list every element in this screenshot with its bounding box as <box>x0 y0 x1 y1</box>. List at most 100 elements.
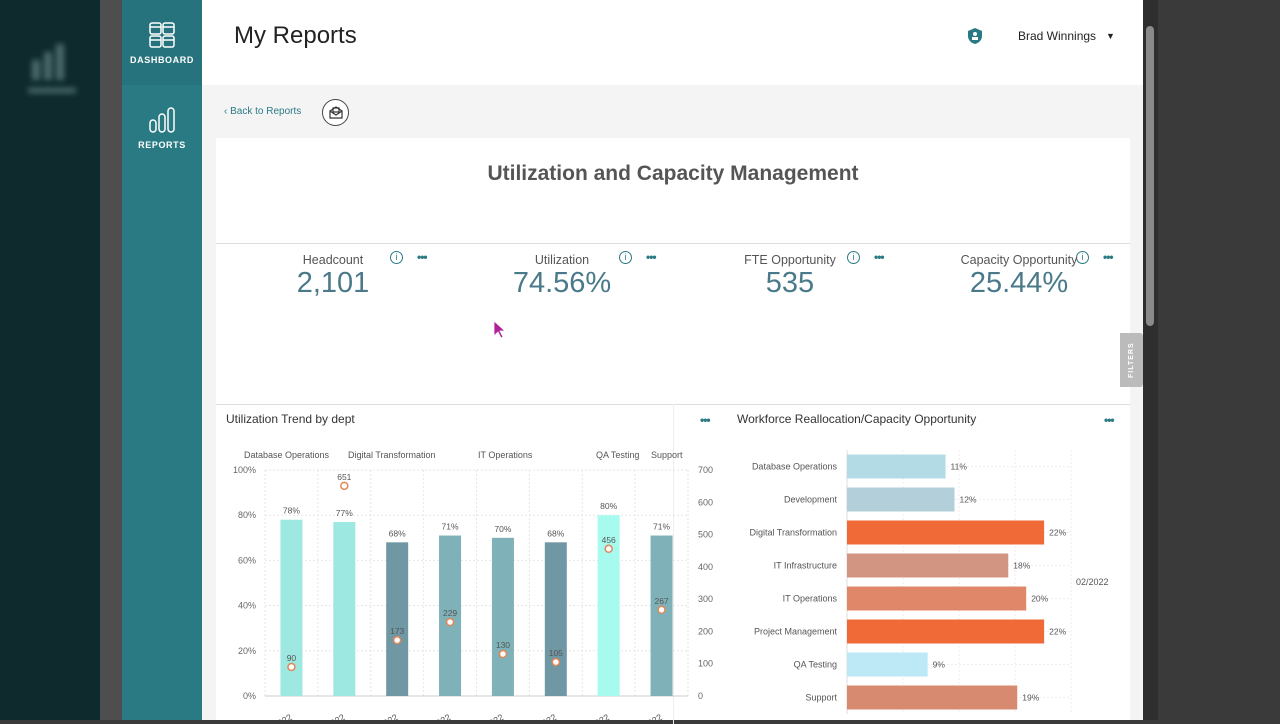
kpi-actions: i ••• <box>847 250 885 264</box>
data-point <box>657 605 666 615</box>
data-point <box>498 649 508 659</box>
bar-label: 71% <box>442 522 459 532</box>
more-icon[interactable]: ••• <box>417 250 428 264</box>
sidebar-item-dashboard[interactable]: DASHBOARD <box>122 0 202 85</box>
x-tick-label: 02/2022 <box>261 712 294 720</box>
y2-tick-label: 400 <box>698 562 713 572</box>
y2-tick-label: 700 <box>698 465 713 475</box>
x-tick-label: 02/2022 <box>366 712 399 720</box>
y2-tick-label: 0 <box>698 691 703 701</box>
reallocation-chart: Database Operations 11% Development 12% Digi… <box>749 450 1109 714</box>
kpi-fte-opportunity: FTE Opportunity 535 <box>676 253 904 300</box>
user-menu[interactable]: Brad Winnings ▼ <box>1018 29 1115 43</box>
bar <box>544 542 567 696</box>
scrollbar-thumb[interactable] <box>1146 26 1154 326</box>
info-icon[interactable]: i <box>390 250 403 264</box>
mouse-cursor-icon <box>494 321 506 339</box>
bar-label: 22% <box>1049 627 1066 637</box>
series-label: 02/2022 <box>1076 577 1109 587</box>
kpi-headcount: Headcount 2,101 <box>219 253 447 300</box>
kpi-label: FTE Opportunity <box>744 253 836 267</box>
data-point <box>604 544 613 554</box>
bar-label: 68% <box>547 528 564 538</box>
x-tick-label: 02/2022 <box>578 712 611 720</box>
kpi-utilization: Utilization 74.56% <box>448 253 676 300</box>
kpi-actions: i ••• <box>390 250 428 264</box>
bar-label: 19% <box>1022 693 1039 703</box>
kpi-value: 74.56% <box>512 267 612 299</box>
more-icon[interactable]: ••• <box>874 250 885 264</box>
email-report-button[interactable] <box>322 99 349 126</box>
y2-tick-label: 600 <box>698 497 713 507</box>
bar <box>333 521 356 696</box>
more-icon[interactable]: ••• <box>700 413 711 427</box>
x-tick-label: 02/2022 <box>472 712 505 720</box>
y-tick-label: 60% <box>238 555 256 565</box>
point-label: 105 <box>549 648 563 658</box>
kpi-label: Utilization <box>534 253 590 267</box>
category-label: QA Testing <box>794 660 837 670</box>
bar-label: 70% <box>494 524 511 534</box>
category-label: Development <box>784 495 838 505</box>
window-border <box>100 0 122 720</box>
x-tick-label: 02/2022 <box>631 712 664 720</box>
report-card: Utilization and Capacity Management i •••… <box>216 138 1133 724</box>
bar-label: 18% <box>1013 561 1030 571</box>
page-title: My Reports <box>234 22 357 49</box>
dashboard-icon <box>149 21 175 48</box>
group-label: Support <box>651 450 683 460</box>
header: My Reports Brad Winnings ▼ <box>202 0 1143 85</box>
bar-label: 80% <box>600 501 617 511</box>
kpi-capacity-opportunity: Capacity Opportunity 25.44% <box>905 253 1133 300</box>
sidebar-item-reports[interactable]: REPORTS <box>122 85 202 170</box>
bar <box>847 553 1009 578</box>
sidebar-item-label: DASHBOARD <box>130 54 194 65</box>
more-icon[interactable]: ••• <box>1104 413 1115 427</box>
x-tick-label: 02/2022 <box>419 712 452 720</box>
bar <box>491 537 514 696</box>
bar <box>847 454 946 479</box>
bar <box>847 685 1018 710</box>
main-content: My Reports Brad Winnings ▼ ‹ Back to Rep… <box>202 0 1143 724</box>
bar-label: 77% <box>336 508 353 518</box>
bar <box>280 519 303 696</box>
group-label: QA Testing <box>596 450 639 460</box>
category-label: Project Management <box>754 627 838 637</box>
bar-label: 71% <box>653 522 670 532</box>
sidebar: DASHBOARD REPORTS <box>122 0 202 720</box>
bar <box>847 520 1045 545</box>
bar-label: 11% <box>951 462 968 472</box>
report-title: Utilization and Capacity Management <box>487 162 859 185</box>
point-label: 651 <box>337 472 351 482</box>
y-tick-label: 0% <box>243 691 256 701</box>
bar <box>847 586 1027 611</box>
y2-tick-label: 100 <box>698 659 713 669</box>
data-point <box>392 635 402 645</box>
kpi-value: 25.44% <box>969 267 1069 299</box>
more-icon[interactable]: ••• <box>646 250 657 264</box>
panel-divider <box>673 404 674 724</box>
info-icon[interactable]: i <box>847 250 860 264</box>
sidebar-item-label: REPORTS <box>138 139 186 150</box>
info-icon[interactable]: i <box>619 250 632 264</box>
more-icon[interactable]: ••• <box>1103 250 1114 264</box>
point-label: 229 <box>443 608 457 618</box>
x-tick-label: 02/2022 <box>525 712 558 720</box>
chart-title: Workforce Reallocation/Capacity Opportun… <box>737 412 977 426</box>
bar-label: 22% <box>1049 528 1066 538</box>
kpi-actions: i ••• <box>619 250 657 264</box>
background-app <box>0 0 100 720</box>
logo-icon <box>28 44 76 93</box>
shield-user-icon[interactable] <box>968 28 982 44</box>
divider <box>216 243 1130 244</box>
data-point <box>551 657 561 667</box>
y-tick-label: 80% <box>238 510 256 520</box>
filters-tab[interactable]: FILTERS <box>1120 333 1143 387</box>
scrollbar[interactable] <box>1143 0 1158 720</box>
info-icon[interactable]: i <box>1076 250 1089 264</box>
y-tick-label: 40% <box>238 601 256 611</box>
data-point <box>287 662 296 672</box>
back-to-reports-link[interactable]: ‹ Back to Reports <box>224 106 301 117</box>
y-tick-label: 20% <box>238 646 256 656</box>
bar <box>439 535 462 696</box>
